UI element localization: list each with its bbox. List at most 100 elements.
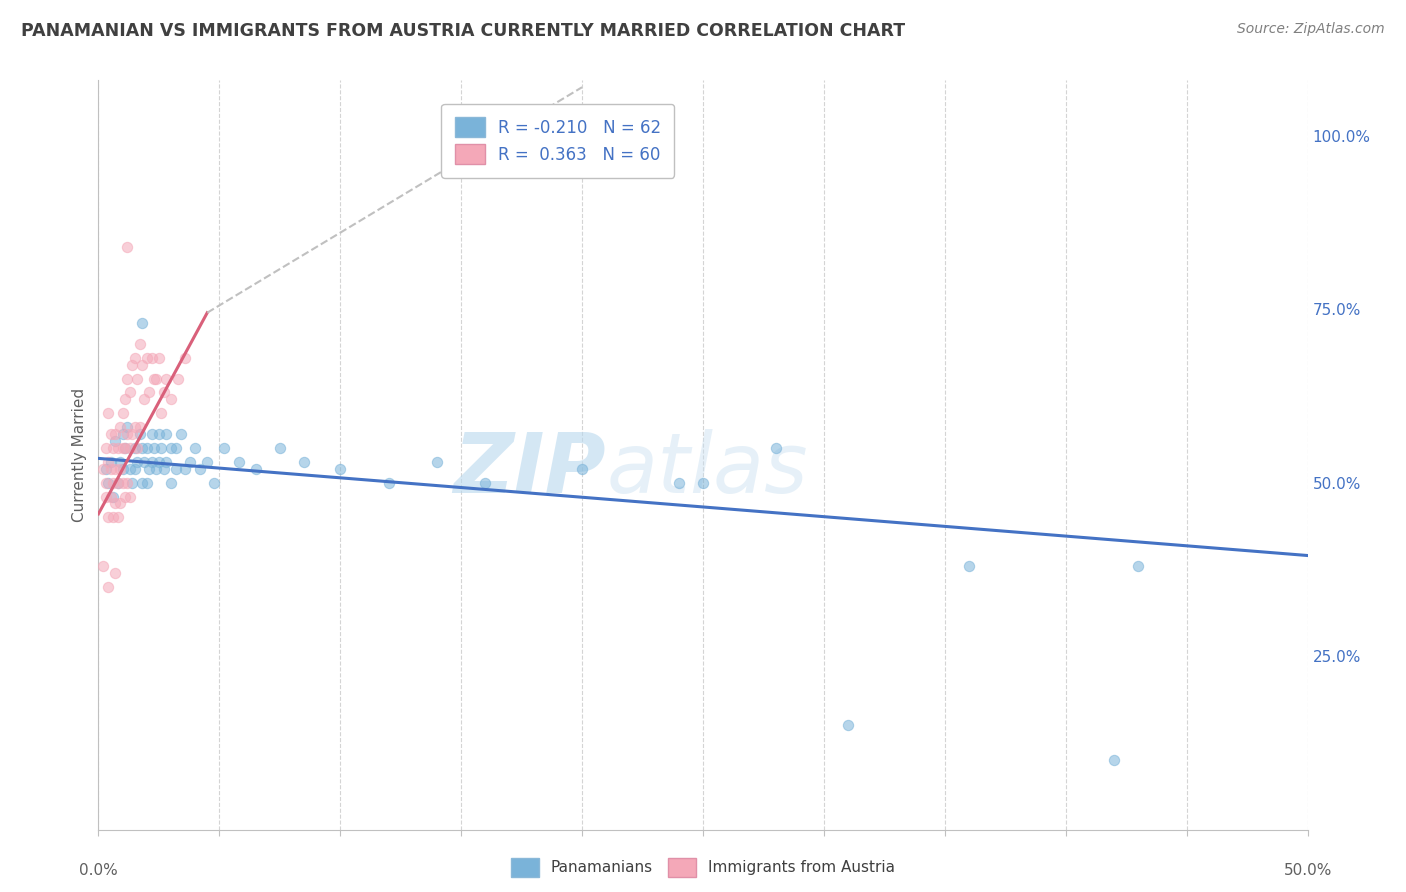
Point [91, 462, 114, 476]
Point [135, 475, 157, 490]
Point [97, 580, 120, 594]
Point [121, 358, 143, 372]
Point [138, 462, 160, 476]
Point [107, 510, 129, 524]
Point [121, 427, 143, 442]
Point [135, 441, 157, 455]
Point [94, 475, 117, 490]
Point [107, 441, 129, 455]
Point [104, 462, 127, 476]
Point [111, 441, 134, 455]
Point [150, 441, 173, 455]
Point [148, 455, 170, 469]
Point [114, 441, 136, 455]
Point [128, 420, 150, 434]
Point [165, 441, 187, 455]
Point [179, 455, 201, 469]
Point [184, 441, 207, 455]
Point [124, 420, 146, 434]
Point [195, 455, 218, 469]
Point [228, 455, 250, 469]
Point [97, 510, 120, 524]
Point [91, 558, 114, 573]
Point [155, 455, 177, 469]
Point [94, 490, 117, 504]
Point [160, 392, 183, 407]
Point [143, 441, 166, 455]
Point [104, 434, 127, 448]
Point [114, 490, 136, 504]
Point [111, 427, 134, 442]
Point [108, 496, 131, 510]
Point [118, 385, 141, 400]
Point [111, 406, 134, 420]
Point [124, 462, 146, 476]
Point [148, 427, 170, 442]
Text: atlas: atlas [606, 429, 808, 510]
Point [107, 475, 129, 490]
Point [97, 455, 120, 469]
Point [377, 475, 399, 490]
Point [114, 441, 136, 455]
Point [292, 455, 315, 469]
Point [100, 427, 122, 442]
Point [101, 475, 124, 490]
Point [131, 441, 153, 455]
Point [108, 462, 131, 476]
Point [188, 462, 211, 476]
Point [104, 566, 127, 580]
Point [108, 420, 131, 434]
Point [141, 351, 163, 365]
Point [128, 337, 150, 351]
Point [124, 351, 146, 365]
Text: Source: ZipAtlas.com: Source: ZipAtlas.com [1237, 22, 1385, 37]
Point [104, 496, 127, 510]
Point [117, 475, 139, 490]
Point [765, 441, 787, 455]
Point [117, 371, 139, 385]
Text: PANAMANIAN VS IMMIGRANTS FROM AUSTRIA CURRENTLY MARRIED CORRELATION CHART: PANAMANIAN VS IMMIGRANTS FROM AUSTRIA CU… [21, 22, 905, 40]
Point [152, 462, 174, 476]
Point [174, 351, 197, 365]
Point [269, 441, 291, 455]
Y-axis label: Currently Married: Currently Married [72, 388, 87, 522]
Point [212, 441, 235, 455]
Point [668, 475, 690, 490]
Point [97, 475, 120, 490]
Point [141, 427, 163, 442]
Point [152, 385, 174, 400]
Point [117, 240, 139, 254]
Point [127, 441, 149, 455]
Point [426, 455, 449, 469]
Point [107, 475, 129, 490]
Point [160, 475, 183, 490]
Point [131, 475, 153, 490]
Point [1128, 558, 1150, 573]
Point [837, 718, 859, 732]
Point [118, 462, 141, 476]
Point [117, 427, 139, 442]
Point [131, 358, 153, 372]
Point [138, 385, 160, 400]
Point [143, 371, 166, 385]
Point [100, 455, 122, 469]
Point [111, 462, 134, 476]
Point [692, 475, 714, 490]
Point [141, 455, 163, 469]
Point [145, 462, 167, 476]
Text: 50.0%: 50.0% [1284, 863, 1331, 879]
Point [94, 441, 117, 455]
Point [169, 427, 191, 442]
Point [148, 351, 170, 365]
Legend: Panamanians, Immigrants from Austria: Panamanians, Immigrants from Austria [503, 850, 903, 884]
Point [101, 441, 124, 455]
Point [155, 371, 177, 385]
Point [101, 490, 124, 504]
Point [134, 455, 156, 469]
Text: 0.0%: 0.0% [79, 863, 118, 879]
Point [117, 420, 139, 434]
Point [124, 441, 146, 455]
Point [957, 558, 980, 573]
Point [165, 462, 187, 476]
Text: ZIP: ZIP [454, 429, 606, 510]
